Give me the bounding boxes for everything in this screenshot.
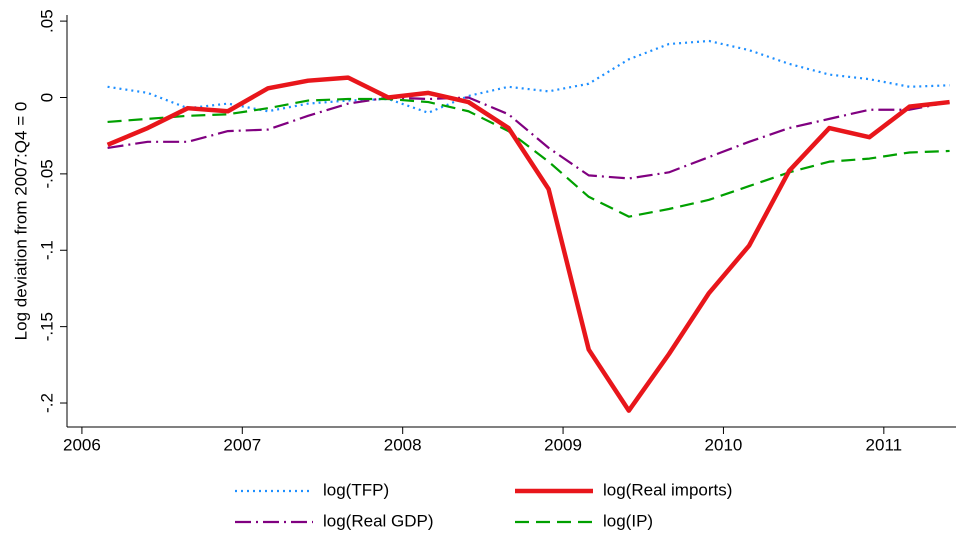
- y-axis-label: Log deviation from 2007:Q4 = 0: [11, 102, 30, 341]
- y-tick-label: -.1: [37, 240, 56, 260]
- x-tick-label: 2008: [384, 435, 422, 454]
- y-tick-label: .05: [37, 9, 56, 33]
- line-series: [106, 75, 950, 413]
- x-tick-label: 2007: [223, 435, 261, 454]
- y-tick-label: -.05: [37, 159, 56, 188]
- line-series: [107, 97, 950, 218]
- legend-label: log(Real imports): [603, 480, 732, 499]
- legend-label: log(Real GDP): [323, 511, 434, 530]
- y-tick-label: -.15: [37, 312, 56, 341]
- legend-label: log(IP): [603, 511, 653, 530]
- line-series: [107, 39, 950, 114]
- y-tick-label: -.2: [37, 393, 56, 413]
- legend-label: log(TFP): [323, 480, 389, 499]
- line-series: [107, 96, 950, 180]
- x-tick-label: 2006: [63, 435, 101, 454]
- y-tick-label: 0: [37, 93, 56, 102]
- x-tick-label: 2011: [866, 435, 903, 454]
- x-tick-label: 2010: [705, 435, 743, 454]
- x-tick-label: 2009: [544, 435, 582, 454]
